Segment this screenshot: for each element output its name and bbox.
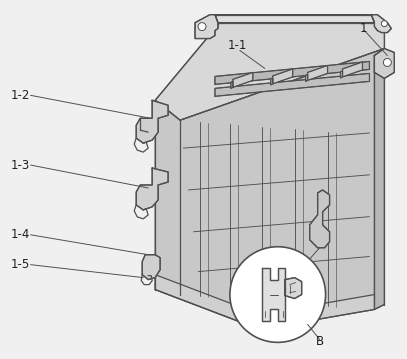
Polygon shape: [308, 65, 328, 80]
Polygon shape: [341, 71, 343, 78]
Polygon shape: [233, 73, 253, 87]
Circle shape: [381, 20, 387, 27]
Polygon shape: [262, 268, 285, 321]
Polygon shape: [215, 61, 370, 84]
Polygon shape: [374, 48, 394, 78]
Polygon shape: [155, 275, 374, 330]
Polygon shape: [215, 15, 374, 23]
Polygon shape: [273, 69, 293, 84]
Polygon shape: [155, 23, 384, 120]
Polygon shape: [306, 74, 308, 81]
Text: B: B: [315, 335, 324, 348]
Polygon shape: [310, 190, 330, 248]
Polygon shape: [136, 100, 168, 143]
Circle shape: [230, 247, 326, 342]
Polygon shape: [142, 255, 160, 280]
Text: 1-2: 1-2: [11, 89, 30, 102]
Polygon shape: [374, 48, 384, 309]
Polygon shape: [343, 62, 363, 77]
Text: 1-4: 1-4: [11, 228, 30, 241]
Polygon shape: [231, 81, 233, 88]
Text: 1-1: 1-1: [228, 39, 247, 52]
Text: 1-3: 1-3: [11, 159, 30, 172]
Text: 1-5: 1-5: [11, 258, 30, 271]
Polygon shape: [271, 78, 273, 85]
Text: 1: 1: [359, 22, 367, 35]
Polygon shape: [372, 15, 392, 33]
Polygon shape: [136, 168, 168, 210]
Polygon shape: [195, 15, 218, 38]
Circle shape: [383, 59, 392, 66]
Polygon shape: [285, 278, 302, 299]
Circle shape: [198, 23, 206, 31]
Polygon shape: [155, 48, 384, 330]
Polygon shape: [215, 73, 370, 96]
